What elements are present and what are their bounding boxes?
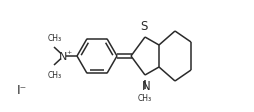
Text: CH₃: CH₃ bbox=[138, 93, 152, 102]
Text: CH₃: CH₃ bbox=[48, 34, 62, 43]
Text: I⁻: I⁻ bbox=[17, 84, 27, 97]
Text: N: N bbox=[142, 79, 150, 92]
Text: N: N bbox=[59, 52, 67, 61]
Text: +: + bbox=[66, 49, 71, 54]
Text: CH₃: CH₃ bbox=[48, 70, 62, 79]
Text: S: S bbox=[140, 20, 148, 33]
